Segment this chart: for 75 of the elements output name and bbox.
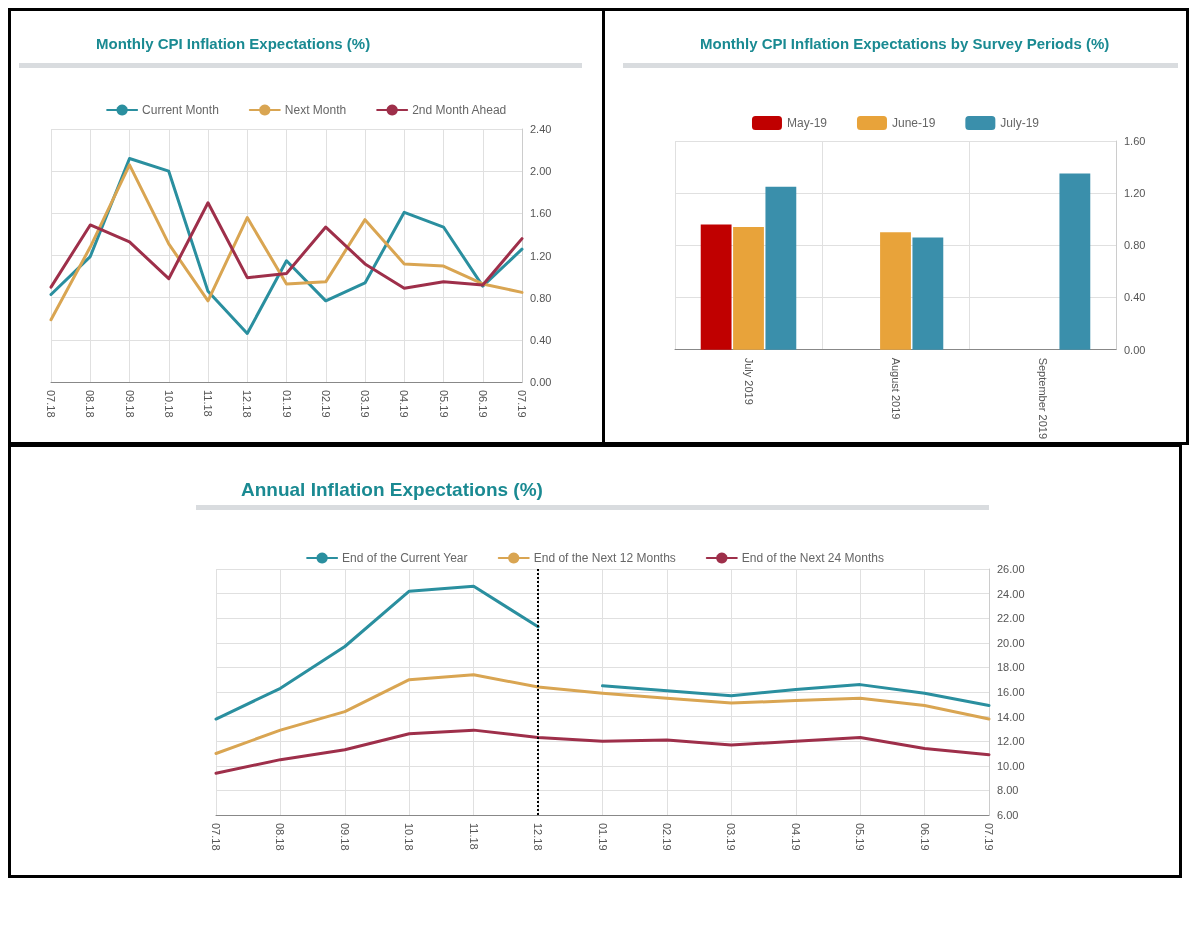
- bar: [1059, 173, 1091, 350]
- x-tick-label: July 2019: [742, 357, 755, 405]
- y-tick-label: 8.00: [997, 784, 1019, 797]
- x-tick-label: 12.18: [241, 390, 254, 418]
- y-tick-label: 2.00: [530, 165, 552, 178]
- x-tick-label: August 2019: [889, 357, 902, 420]
- y-tick-label: 0.80: [1124, 239, 1146, 252]
- bar: [912, 237, 944, 350]
- line-series: [601, 683, 991, 708]
- x-tick-label: 01.19: [596, 823, 609, 851]
- chart-title: Annual Inflation Expectations (%): [241, 479, 543, 500]
- y-tick-label: 0.00: [1124, 343, 1146, 356]
- y-tick-label: 20.00: [997, 636, 1025, 649]
- bar: [765, 186, 797, 350]
- x-tick-label: 05.19: [854, 823, 867, 851]
- x-tick-label: 08.18: [274, 823, 287, 851]
- x-tick-label: 07.19: [516, 390, 528, 418]
- x-tick-label: 10.18: [403, 823, 416, 851]
- y-tick-label: 18.00: [997, 661, 1025, 674]
- legend-label: May-19: [786, 116, 828, 130]
- y-tick-label: 2.40: [530, 123, 552, 135]
- bar: [880, 232, 911, 350]
- y-tick-label: 16.00: [997, 686, 1025, 698]
- x-tick-label: 07.18: [210, 823, 222, 851]
- x-tick-label: September 2019: [1036, 357, 1049, 440]
- y-tick-label: 12.00: [997, 735, 1025, 748]
- line-series: [214, 673, 991, 755]
- x-tick-label: 11.18: [202, 390, 214, 417]
- y-tick-label: 0.40: [1124, 291, 1146, 304]
- y-tick-label: 1.60: [1124, 135, 1146, 147]
- line-series: [214, 584, 540, 721]
- y-tick-label: 14.00: [997, 710, 1025, 723]
- legend-label: End of the Current Year: [342, 551, 468, 565]
- x-tick-label: 08.18: [84, 390, 97, 418]
- x-tick-label: 02.19: [319, 390, 332, 418]
- legend-label: End of the Next 24 Months: [741, 551, 884, 565]
- x-tick-label: 10.18: [162, 390, 175, 418]
- x-tick-label: 07.19: [983, 823, 995, 851]
- y-tick-label: 0.40: [530, 333, 552, 346]
- bar: [700, 224, 732, 350]
- line-series: [49, 201, 524, 290]
- chart-title: Monthly CPI Inflation Expectations (%): [96, 35, 371, 52]
- legend-label: Current Month: [142, 103, 219, 117]
- y-tick-label: 0.00: [530, 376, 552, 388]
- x-tick-label: 07.18: [45, 390, 57, 418]
- y-tick-label: 0.80: [530, 291, 552, 304]
- x-tick-label: 09.18: [338, 823, 351, 851]
- legend-label: Next Month: [284, 103, 347, 117]
- y-tick-label: 10.00: [997, 759, 1025, 772]
- x-tick-label: 06.19: [918, 823, 931, 851]
- legend-label: 2nd Month Ahead: [412, 103, 507, 117]
- y-tick-label: 1.20: [1124, 187, 1146, 200]
- y-tick-label: 1.20: [530, 249, 552, 262]
- y-tick-label: 1.60: [530, 207, 552, 220]
- x-tick-label: 12.18: [532, 823, 545, 851]
- legend-label: June-19: [891, 116, 936, 130]
- x-tick-label: 03.19: [725, 823, 738, 851]
- y-tick-label: 22.00: [997, 612, 1025, 625]
- x-tick-label: 04.19: [789, 823, 802, 851]
- x-tick-label: 06.19: [476, 390, 489, 418]
- bar: [733, 227, 764, 350]
- line-series: [214, 728, 991, 775]
- x-tick-label: 03.19: [359, 390, 371, 418]
- legend-label: End of the Next 12 Months: [533, 551, 676, 565]
- x-tick-label: 09.18: [123, 390, 136, 418]
- chart-title: Monthly CPI Inflation Expectations by Survey Periods (%): [700, 35, 1110, 52]
- y-tick-label: 6.00: [997, 809, 1019, 821]
- legend-label: July-19: [1000, 116, 1040, 130]
- x-tick-label: 05.19: [437, 390, 450, 418]
- y-tick-label: 26.00: [997, 563, 1025, 575]
- x-tick-label: 04.19: [398, 390, 411, 418]
- y-tick-label: 24.00: [997, 587, 1025, 600]
- x-tick-label: 01.19: [280, 390, 293, 418]
- x-tick-label: 02.19: [660, 823, 673, 851]
- x-tick-label: 11.18: [467, 823, 480, 850]
